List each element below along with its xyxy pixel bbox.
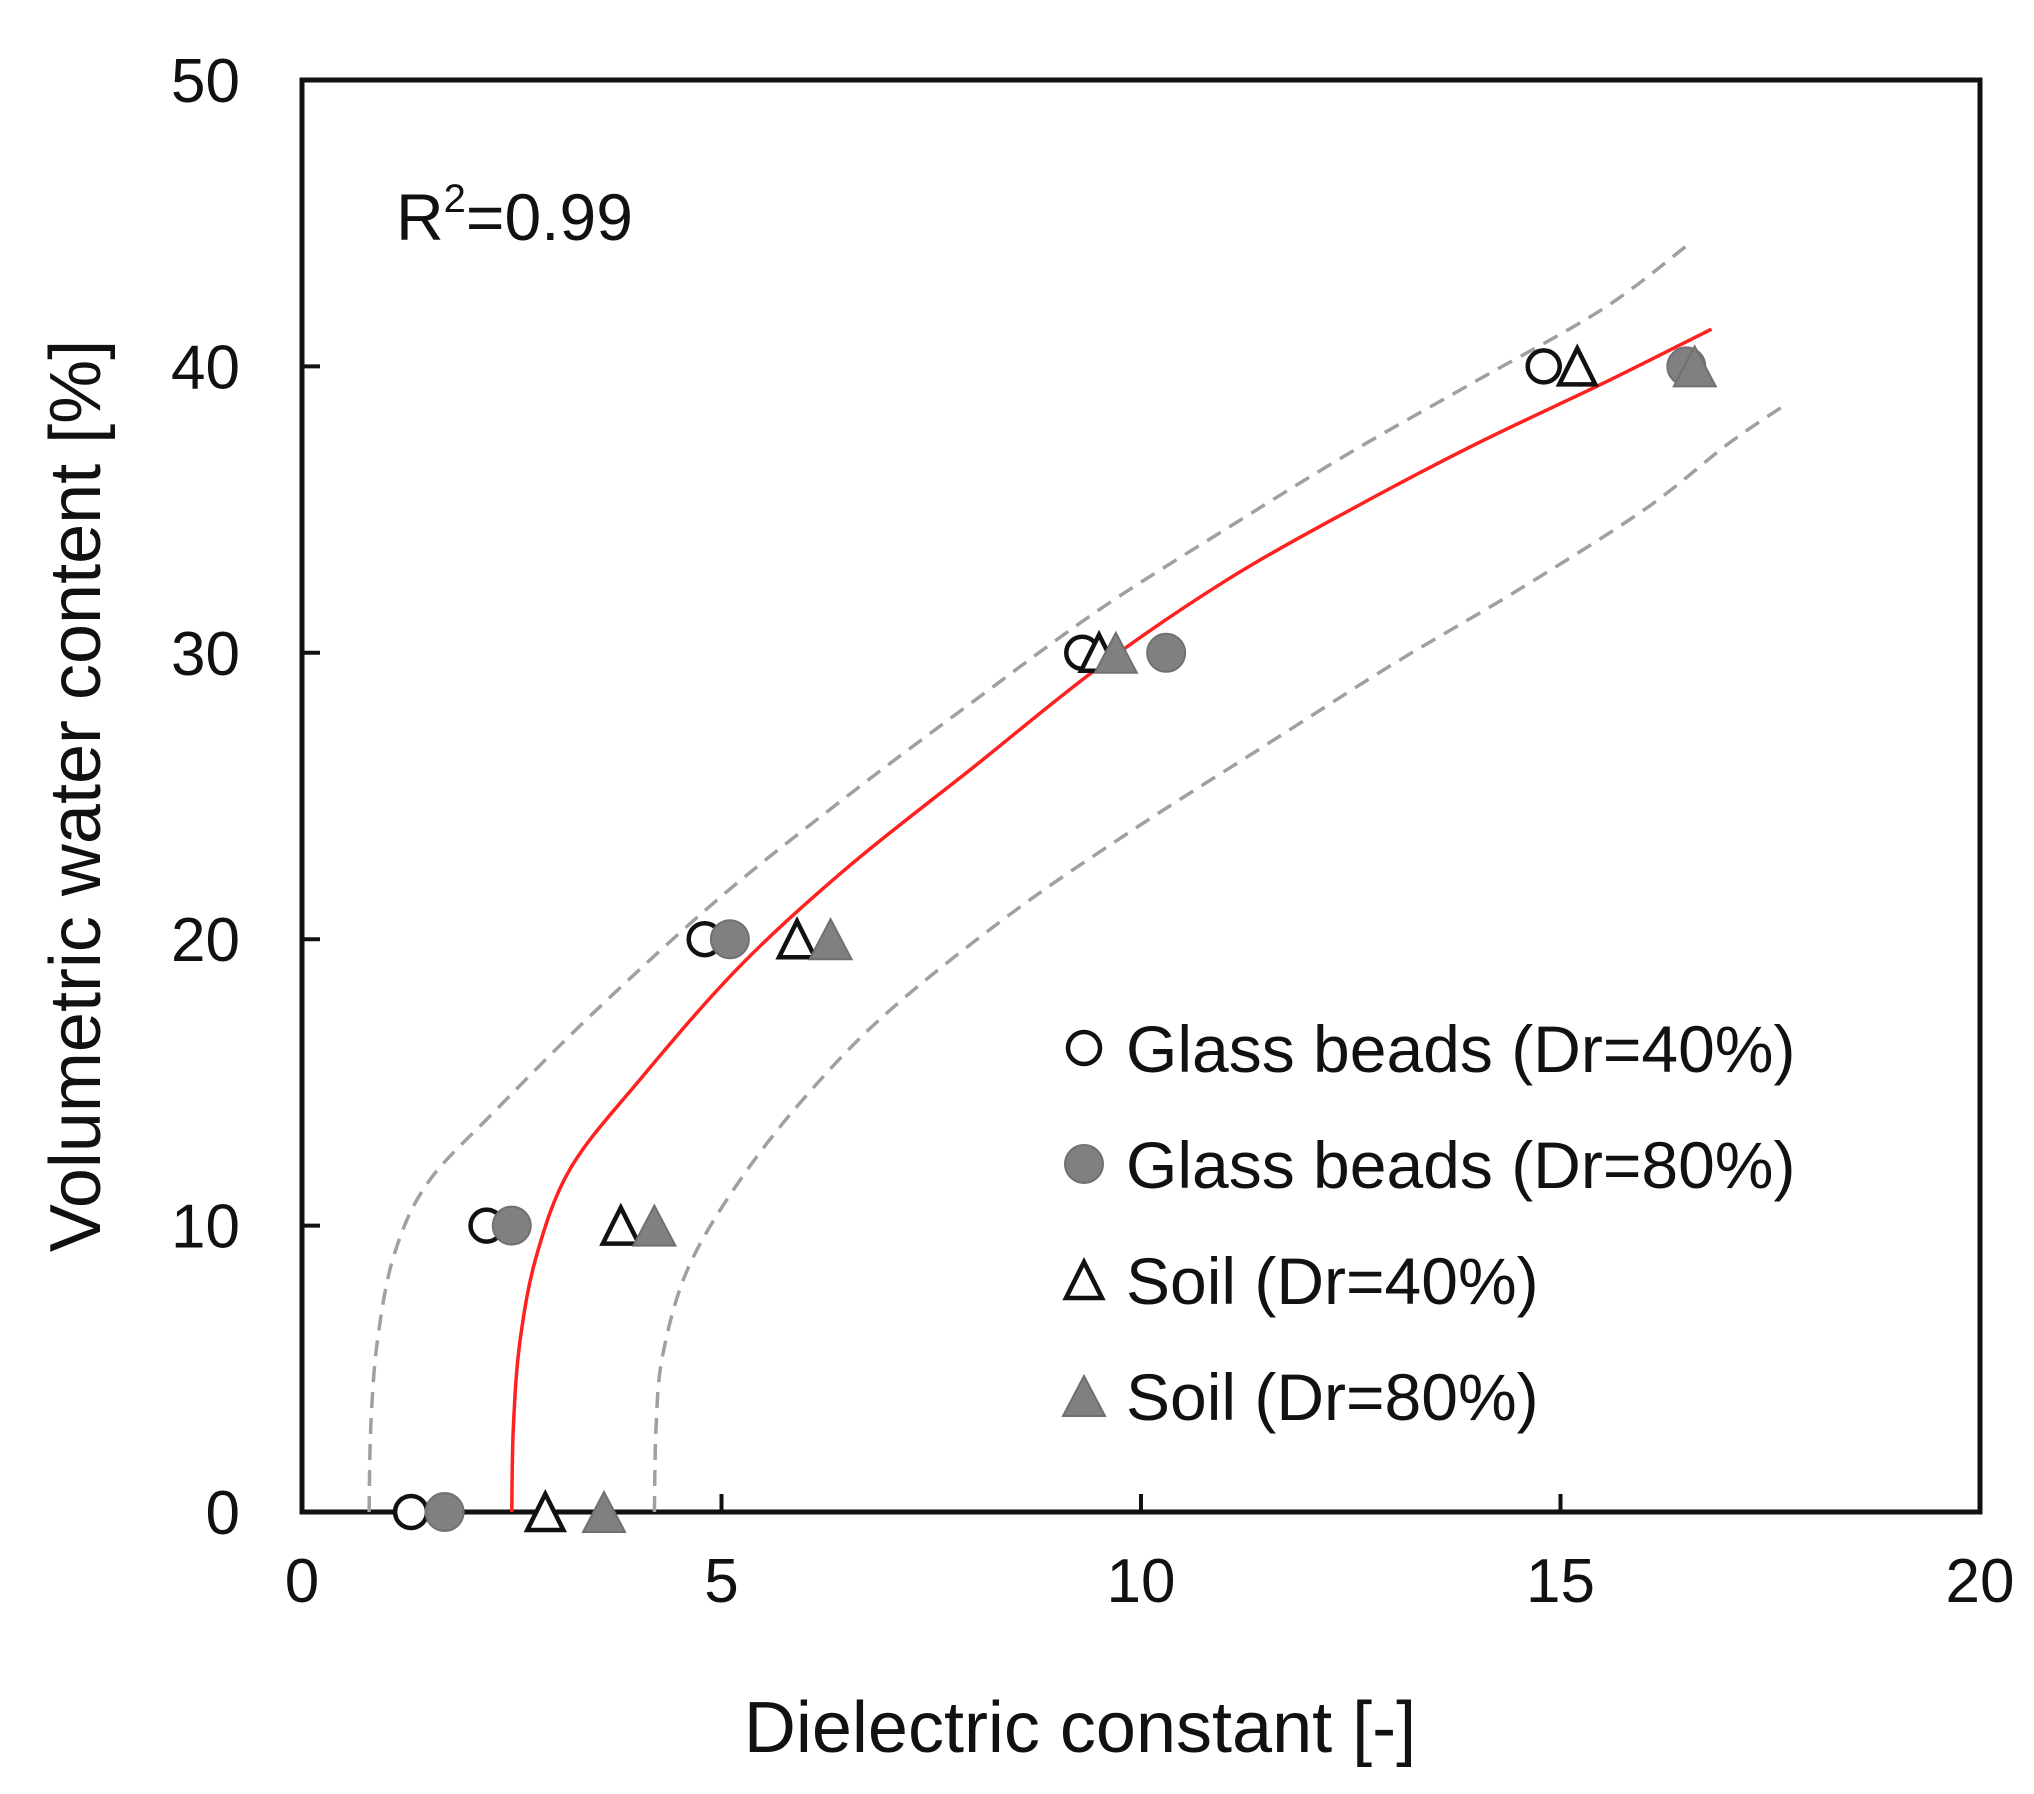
confidence-bound-line: [652, 402, 1788, 1513]
curves-layer: [367, 244, 1788, 1513]
legend-item: Glass beads (Dr=80%): [1064, 1128, 1795, 1202]
data-point: [491, 1205, 532, 1246]
y-axis-label: Volumetric water content [%]: [36, 340, 116, 1252]
data-point: [1525, 348, 1562, 385]
legend-marker: [1061, 1373, 1107, 1417]
data-point: [1672, 344, 1718, 388]
confidence-bound-line: [367, 244, 1688, 1513]
r-squared-annotation: R2=0.99: [396, 177, 633, 254]
x-tick-label: 15: [1526, 1547, 1595, 1616]
data-point: [807, 917, 854, 961]
data-point: [581, 1489, 627, 1533]
data-point: [424, 1492, 465, 1532]
ticks-layer: 0 5 10 15 20 0 10 20 30 40 50: [171, 47, 2014, 1616]
legend-label: Glass beads (Dr=80%): [1126, 1128, 1795, 1202]
data-point: [1555, 343, 1599, 387]
y-tick-label: 40: [171, 333, 240, 402]
x-axis-label: Dielectric constant [-]: [744, 1688, 1416, 1768]
y-tick-label: 30: [171, 620, 240, 689]
x-tick-label: 10: [1107, 1547, 1176, 1616]
legend-marker: [1065, 1029, 1103, 1067]
legend-marker: [1064, 1144, 1104, 1184]
legend-item: Glass beads (Dr=40%): [1065, 1012, 1795, 1086]
legend-label: Soil (Dr=80%): [1126, 1360, 1539, 1434]
x-tick-label: 20: [1946, 1547, 2015, 1616]
points-layer: [392, 343, 1718, 1533]
data-point: [775, 916, 819, 960]
x-tick-label: 0: [285, 1547, 319, 1616]
fit-curve: [510, 327, 1713, 1513]
data-point: [631, 1203, 678, 1247]
y-tick-label: 10: [171, 1193, 240, 1262]
legend-label: Soil (Dr=40%): [1126, 1244, 1539, 1318]
data-point: [392, 1493, 430, 1531]
y-tick-label: 0: [206, 1479, 240, 1548]
legend-label: Glass beads (Dr=40%): [1126, 1012, 1795, 1086]
legend-item: Soil (Dr=80%): [1061, 1360, 1539, 1434]
legend: Glass beads (Dr=40%) Glass beads (Dr=80%)…: [1061, 1012, 1795, 1434]
x-tick-label: 5: [704, 1547, 738, 1616]
legend-item: Soil (Dr=40%): [1062, 1244, 1539, 1318]
data-point: [1146, 632, 1187, 673]
y-tick-label: 50: [171, 47, 240, 116]
data-point: [523, 1488, 567, 1533]
legend-marker: [1062, 1256, 1106, 1301]
data-point: [709, 919, 750, 960]
data-point: [599, 1202, 643, 1246]
data-point: [1093, 630, 1139, 674]
y-tick-label: 20: [171, 906, 240, 975]
